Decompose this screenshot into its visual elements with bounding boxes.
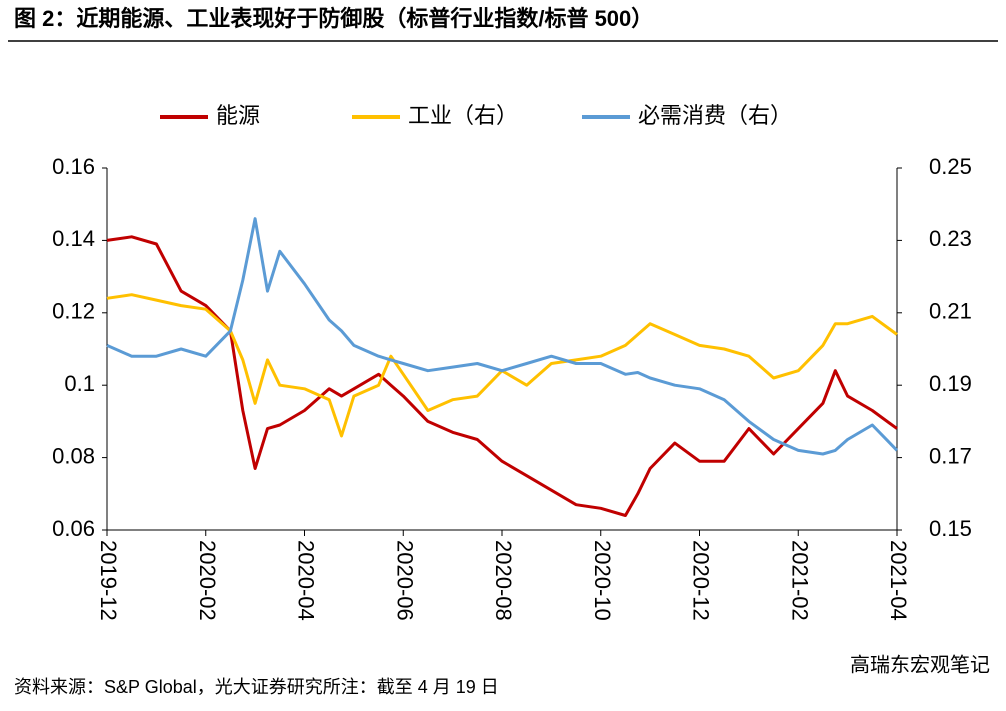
y2-tick-label: 0.17 <box>929 443 972 468</box>
y-tick-label: 0.14 <box>52 226 95 251</box>
y2-tick-label: 0.15 <box>929 516 972 541</box>
series-line <box>106 293 898 438</box>
legend-label: 必需消费（右） <box>638 103 792 128</box>
y-tick-label: 0.1 <box>64 371 95 396</box>
series-line <box>106 235 898 517</box>
y2-tick-label: 0.19 <box>929 371 972 396</box>
y-tick-label: 0.12 <box>52 299 95 324</box>
watermark: 高瑞东宏观笔记 <box>850 653 990 676</box>
chart-title: 图 2：近期能源、工业表现好于防御股（标普行业指数/标普 500） <box>14 6 653 31</box>
source-note: 资料来源：S&P Global，光大证券研究所注：截至 4 月 19 日 <box>14 677 499 697</box>
x-tick-label: 2020-06 <box>392 540 417 621</box>
x-tick-label: 2021-02 <box>787 540 812 621</box>
y-tick-label: 0.06 <box>52 516 95 541</box>
legend-label: 工业（右） <box>408 103 518 128</box>
x-tick-label: 2020-12 <box>689 540 714 621</box>
y-tick-label: 0.16 <box>52 154 95 179</box>
y2-tick-label: 0.25 <box>929 154 972 179</box>
y2-tick-label: 0.23 <box>929 226 972 251</box>
x-tick-label: 2020-04 <box>294 540 319 621</box>
legend-label: 能源 <box>216 103 260 128</box>
y2-tick-label: 0.21 <box>929 299 972 324</box>
x-tick-label: 2021-04 <box>886 540 911 621</box>
y-tick-label: 0.08 <box>52 443 95 468</box>
x-tick-label: 2020-02 <box>195 540 220 621</box>
x-tick-label: 2020-08 <box>491 540 516 621</box>
series-line <box>106 217 899 456</box>
x-tick-label: 2020-10 <box>590 540 615 621</box>
x-tick-label: 2019-12 <box>96 540 121 621</box>
